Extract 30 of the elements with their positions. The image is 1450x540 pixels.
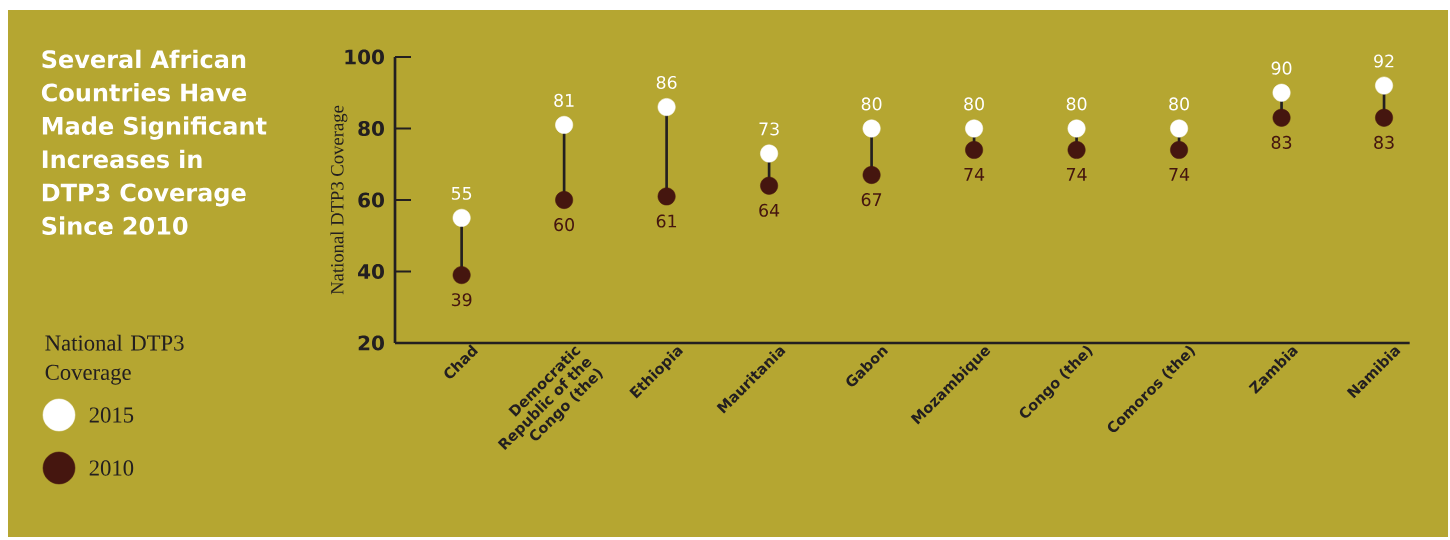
data-label: 74 xyxy=(964,168,985,181)
y-tick-label: 80 xyxy=(358,120,384,137)
y-tick-label: 40 xyxy=(358,263,384,280)
data-label: 80 xyxy=(1066,97,1087,111)
data-label: 83 xyxy=(1271,135,1292,149)
data-label: 73 xyxy=(759,122,779,136)
data-label: 55 xyxy=(451,186,472,200)
y-tick-label: 20 xyxy=(358,335,384,351)
legend-label: 2015 xyxy=(89,407,134,423)
y-axis-title: National DTP3 Coverage xyxy=(330,105,348,295)
data-label: 81 xyxy=(554,93,574,107)
y-tick-label: 60 xyxy=(358,192,384,208)
data-label: 86 xyxy=(656,75,677,90)
data-label: 92 xyxy=(1374,54,1394,68)
data-label: 90 xyxy=(1271,61,1292,75)
legend-title: National DTP3 Coverage xyxy=(45,334,184,385)
data-label: 64 xyxy=(759,203,780,217)
data-label: 67 xyxy=(861,193,882,207)
legend-label: 2010 xyxy=(89,460,134,476)
data-label: 60 xyxy=(554,218,574,232)
data-label: 80 xyxy=(861,97,882,111)
data-label: 74 xyxy=(1066,168,1087,181)
y-tick-label: 100 xyxy=(345,49,384,65)
data-label: 61 xyxy=(656,214,677,228)
data-label: 74 xyxy=(1169,168,1190,181)
text: Several African Countries Have Made Significant Increases in DTP3 Coverage Since 2010 xyxy=(41,49,267,235)
data-label: 83 xyxy=(1374,135,1394,149)
data-label: 80 xyxy=(964,97,984,111)
data-label: 39 xyxy=(451,293,472,307)
data-label: 80 xyxy=(1169,97,1189,111)
